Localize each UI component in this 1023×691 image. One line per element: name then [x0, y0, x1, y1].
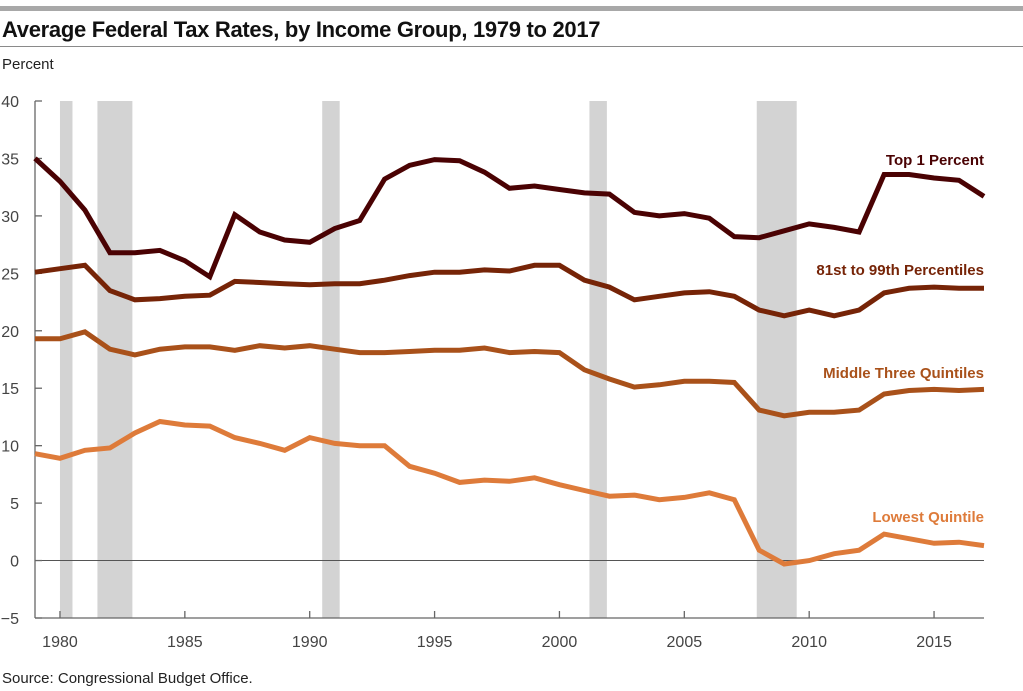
series-line-middle-three-quintiles: [35, 329, 985, 419]
x-tick-label: 2000: [542, 634, 578, 651]
axes: −5 0 5 10 15 20 25 30 35 40 1980 1985 1990 1995 2000 20…: [1, 94, 984, 651]
series-label-top-1-percent: Top 1 Percent: [886, 152, 984, 169]
y-tick-label: 20: [1, 324, 19, 341]
source-note: Source: Congressional Budget Office.: [2, 670, 253, 687]
y-tick-label: 10: [1, 439, 19, 456]
x-tick-label: 2015: [916, 634, 952, 651]
x-tick-label: 1995: [417, 634, 453, 651]
y-tick-label: 15: [1, 381, 19, 398]
x-tick-label: 2010: [791, 634, 827, 651]
series-line-81st-to-99th-percentiles: [34, 262, 984, 319]
y-tick-label: 40: [1, 94, 19, 111]
recession-band: [97, 101, 133, 618]
y-tick-label: 5: [10, 496, 19, 513]
series-labels: Top 1 Percent 81st to 99th Percentiles Mid…: [816, 152, 984, 526]
y-axis-unit-label: Percent: [2, 56, 54, 73]
y-tick-label: 25: [1, 266, 19, 283]
y-tick-label: −5: [1, 611, 19, 628]
recession-band: [756, 101, 797, 618]
x-tick-label: 2005: [667, 634, 703, 651]
series-label-lowest-quintile: Lowest Quintile: [872, 509, 984, 526]
recession-band: [59, 101, 73, 618]
series-line-lowest-quintile: [34, 418, 985, 567]
x-tick-label: 1980: [42, 634, 78, 651]
y-tick-label: 30: [1, 209, 19, 226]
series-label-middle-three-quintiles: Middle Three Quintiles: [823, 365, 984, 382]
x-tick-label: 1985: [167, 634, 203, 651]
y-tick-label: 0: [10, 554, 19, 571]
series-lines: [33, 156, 986, 567]
series-line-top-1-percent: [33, 156, 986, 281]
recession-band: [589, 101, 607, 618]
title-divider: [0, 46, 1023, 47]
chart-title: Average Federal Tax Rates, by Income Gro…: [2, 17, 601, 42]
recession-band: [322, 101, 340, 618]
top-rule: [0, 6, 1023, 11]
recession-bands: [59, 101, 797, 618]
y-tick-label: 35: [1, 151, 19, 168]
series-label-81st-to-99th-percentiles: 81st to 99th Percentiles: [816, 262, 984, 279]
x-tick-label: 1990: [292, 634, 328, 651]
